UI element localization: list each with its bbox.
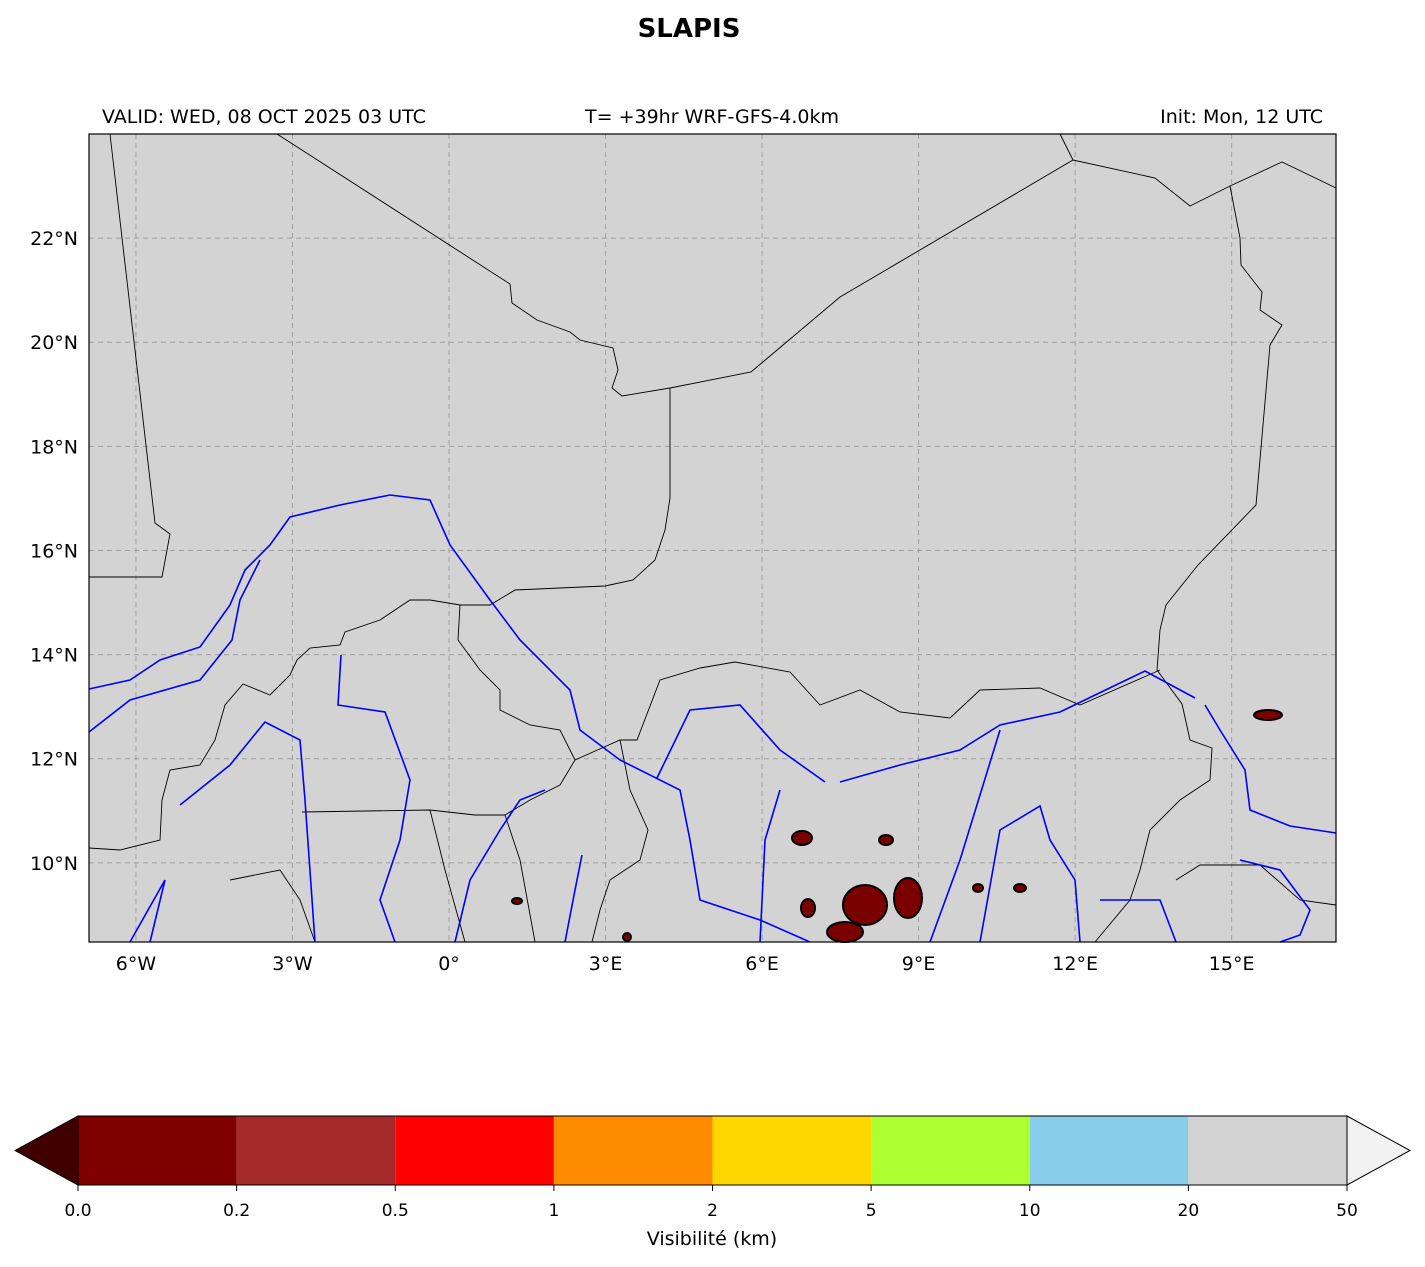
fog-patch (893, 877, 923, 919)
border (1059, 133, 1074, 161)
river (179, 720, 316, 943)
border (429, 809, 466, 943)
fog-patch (826, 921, 864, 943)
init-time: Init: Mon, 12 UTC (1160, 106, 1323, 128)
map-frame (88, 133, 1337, 943)
y-tick-label: 10°N (30, 853, 78, 875)
colorbar-extend-under (13, 1115, 79, 1186)
colorbar-tick-label: 10 (1019, 1201, 1041, 1221)
title: SLAPIS (638, 14, 741, 44)
x-tick-label: 15°E (1209, 953, 1255, 975)
graticule (89, 134, 1336, 942)
river (1100, 899, 1177, 943)
fog-patch (800, 898, 816, 918)
colorbar-segment (871, 1116, 1030, 1185)
river (454, 789, 546, 943)
river (979, 804, 1081, 943)
colorbar-segment (236, 1116, 396, 1185)
river (129, 879, 166, 943)
x-tick-label: 9°E (902, 953, 936, 975)
fog-patch (511, 897, 523, 905)
colorbar-tick-label: 5 (866, 1201, 877, 1221)
fog-patch (1013, 883, 1027, 893)
river (564, 854, 583, 943)
river (88, 494, 811, 943)
colorbar-segment (1029, 1116, 1189, 1185)
fog-patch (791, 830, 813, 846)
fog-patch (878, 834, 894, 846)
river (337, 654, 411, 943)
x-tick-label: 12°E (1052, 953, 1098, 975)
y-tick-label: 20°N (30, 332, 78, 354)
colorbar-segment (1188, 1116, 1347, 1185)
axis-labels: 6°W 3°W 0° 3°E 6°E 9°E 12°E 15°E 10°N 12°N 14°N 16°… (30, 228, 1254, 975)
run-info: T= +39hr WRF-GFS-4.0km (584, 106, 839, 128)
border (229, 869, 316, 943)
colorbar-extend-over (1346, 1115, 1412, 1186)
colorbar-segment (395, 1116, 554, 1185)
border (89, 133, 171, 578)
fog-patch (622, 932, 632, 942)
rivers (88, 494, 1337, 943)
river (839, 670, 1196, 783)
fog-patch (1253, 709, 1283, 721)
river (656, 704, 826, 783)
fog-patch (972, 883, 984, 893)
colorbar-segment (78, 1116, 237, 1185)
fog-areas (511, 709, 1283, 943)
colorbar-tick-label: 0.0 (64, 1201, 91, 1221)
map-background (89, 134, 1336, 942)
colorbar-tick-label: 50 (1336, 1201, 1358, 1221)
border (301, 809, 536, 943)
river (759, 789, 781, 943)
colorbar-tick-label: 2 (707, 1201, 718, 1221)
valid-time: VALID: WED, 08 OCT 2025 03 UTC (102, 106, 426, 128)
border (1094, 185, 1283, 943)
border (88, 388, 671, 851)
colorbar-tick-label: 0.2 (223, 1201, 250, 1221)
river (1239, 859, 1311, 943)
colorbar-tick-label: 1 (548, 1201, 559, 1221)
border (457, 604, 576, 816)
y-tick-label: 18°N (30, 436, 78, 458)
fog-patch (842, 884, 888, 926)
x-tick-label: 6°W (116, 953, 157, 975)
colorbar-tick-label: 0.5 (382, 1201, 409, 1221)
colorbar-segment (712, 1116, 872, 1185)
y-tick-label: 14°N (30, 645, 78, 667)
river (1204, 704, 1337, 834)
x-tick-label: 0° (438, 953, 460, 975)
colorbar-label: Visibilité (km) (647, 1228, 777, 1250)
colorbar-segment (553, 1116, 713, 1185)
x-tick-label: 3°E (589, 953, 623, 975)
river (88, 559, 261, 733)
colorbar: 0.0 0.2 0.5 1 2 5 10 20 50 (13, 1115, 1412, 1221)
y-tick-label: 12°N (30, 749, 78, 771)
river (929, 729, 1001, 943)
border (591, 739, 649, 943)
border (276, 133, 1337, 397)
y-tick-label: 16°N (30, 540, 78, 562)
y-tick-label: 22°N (30, 228, 78, 250)
x-tick-label: 6°E (745, 953, 779, 975)
border (574, 661, 1161, 761)
colorbar-tick-label: 20 (1178, 1201, 1200, 1221)
x-tick-label: 3°W (272, 953, 313, 975)
